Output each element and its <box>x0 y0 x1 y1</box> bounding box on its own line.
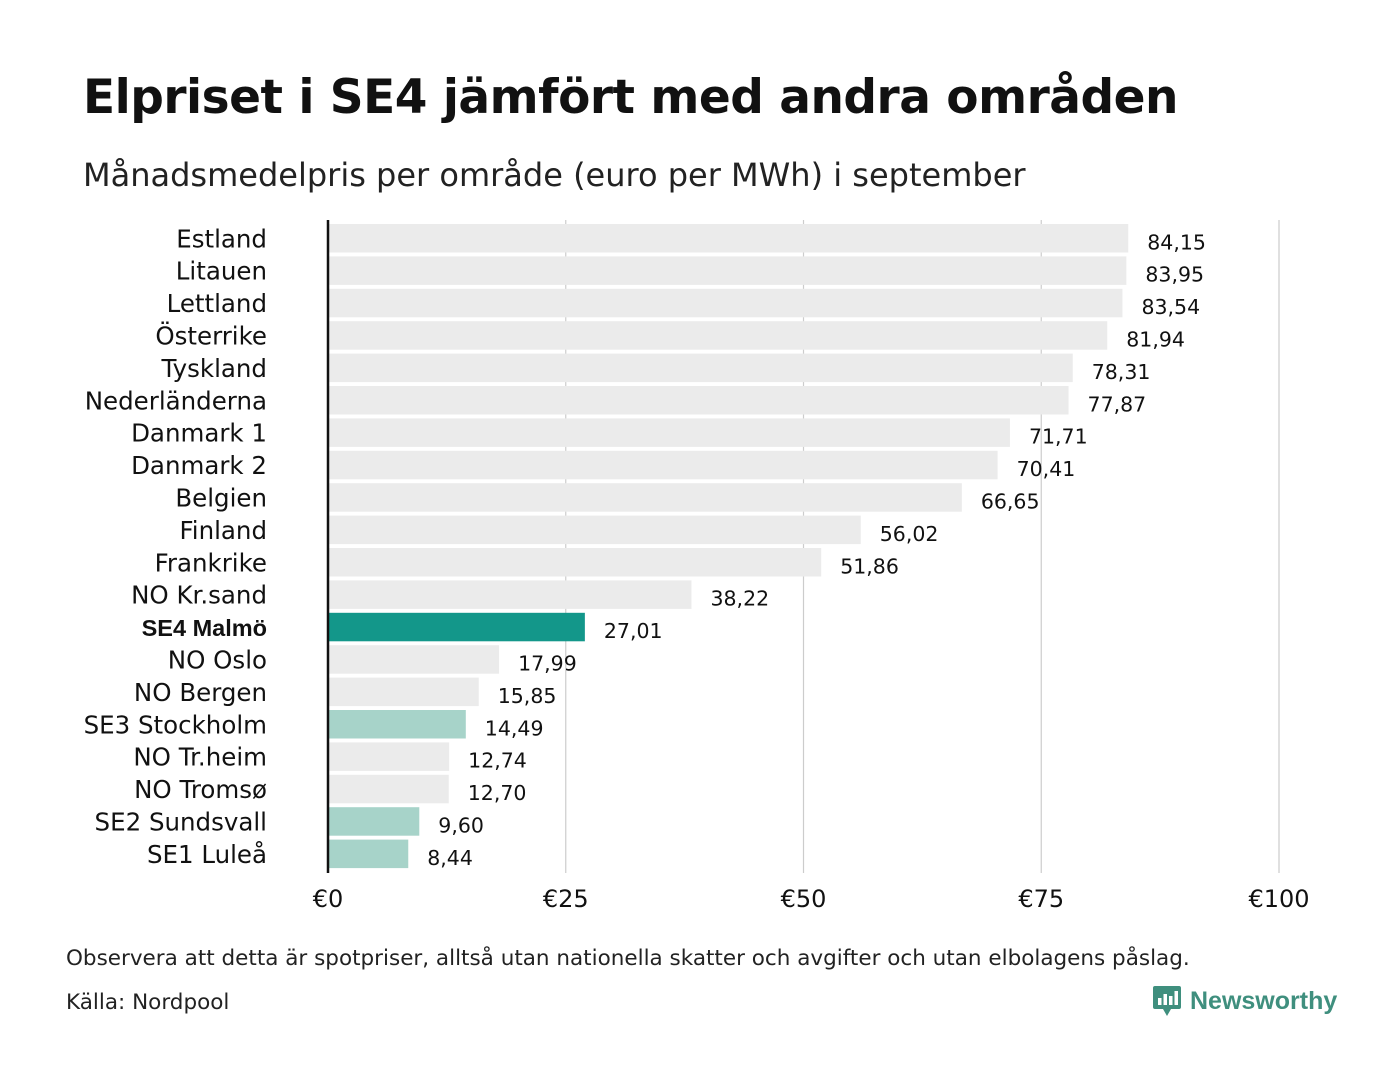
category-label: NO Oslo <box>168 645 267 674</box>
x-tick-label: €75 <box>1018 885 1064 913</box>
bar <box>328 483 962 512</box>
value-label: 70,41 <box>1017 457 1076 481</box>
category-label: SE4 Malmö <box>142 615 267 641</box>
category-label: Frankrike <box>155 548 267 577</box>
category-label: NO Tr.heim <box>133 743 267 772</box>
x-tick-label: €25 <box>543 885 589 913</box>
footnote: Observera att detta är spotpriser, allts… <box>66 946 1190 971</box>
value-label: 78,31 <box>1092 360 1151 384</box>
bar <box>328 256 1127 285</box>
x-tick-label: €50 <box>781 885 827 913</box>
bar <box>328 288 1123 318</box>
bar <box>328 224 1129 253</box>
bar <box>328 450 998 480</box>
bar-chart: Estland 84,15 Litauen 83,95 Lettland 83,54 Öst… <box>84 220 1310 913</box>
category-label: NO Kr.sand <box>131 581 267 610</box>
category-label: Danmark 1 <box>131 419 267 448</box>
x-tick-label: €100 <box>1248 885 1309 913</box>
value-label: 8,44 <box>427 846 473 870</box>
bar <box>328 645 500 674</box>
category-label: SE1 Luleå <box>147 840 267 869</box>
bar-chart-speech-bubble-icon <box>1153 986 1181 1016</box>
value-label: 9,60 <box>438 813 484 837</box>
x-tick-label: €0 <box>313 885 344 913</box>
category-label: Litauen <box>176 257 267 286</box>
bar <box>328 612 585 642</box>
bar <box>328 839 409 869</box>
category-label: NO Bergen <box>134 678 267 707</box>
category-label: Finland <box>179 516 267 545</box>
bar <box>328 353 1073 383</box>
value-label: 84,15 <box>1147 230 1206 254</box>
value-label: 77,87 <box>1088 392 1147 416</box>
value-label: 66,65 <box>981 489 1040 513</box>
bar <box>328 515 861 545</box>
brand-logo: Newsworthy <box>1152 984 1337 1018</box>
value-label: 56,02 <box>880 522 939 546</box>
bar <box>328 677 479 707</box>
bar <box>328 807 420 836</box>
value-label: 15,85 <box>498 684 557 708</box>
value-label: 71,71 <box>1029 425 1088 449</box>
category-label: Belgien <box>175 483 267 512</box>
category-label: Danmark 2 <box>131 451 267 480</box>
bar <box>328 386 1069 415</box>
bar <box>328 710 466 739</box>
category-label: Österrike <box>155 321 267 350</box>
value-label: 38,22 <box>710 587 769 611</box>
bar <box>328 742 450 771</box>
brand-name: Newsworthy <box>1190 986 1338 1015</box>
value-label: 51,86 <box>840 554 899 578</box>
value-label: 27,01 <box>604 619 663 643</box>
bar <box>328 321 1108 350</box>
category-label: NO Tromsø <box>134 775 267 804</box>
category-label: Nederländerna <box>85 386 267 415</box>
value-label: 17,99 <box>518 651 577 675</box>
value-label: 12,70 <box>468 781 527 805</box>
category-label: SE2 Sundsvall <box>95 807 267 836</box>
value-label: 83,95 <box>1145 263 1204 287</box>
value-label: 83,54 <box>1141 295 1200 319</box>
value-label: 12,74 <box>468 749 527 773</box>
chart-subtitle: Månadsmedelpris per område (euro per MWh… <box>83 156 1026 194</box>
category-label: Lettland <box>167 289 267 318</box>
category-label: Estland <box>176 224 267 253</box>
bar <box>328 774 449 804</box>
value-label: 81,94 <box>1126 327 1185 351</box>
bar <box>328 580 692 609</box>
source-credit: Källa: Nordpool <box>66 990 230 1015</box>
bar <box>328 418 1010 447</box>
value-label: 14,49 <box>485 716 544 740</box>
category-label: Tyskland <box>160 354 267 383</box>
category-label: SE3 Stockholm <box>84 710 267 739</box>
bar <box>328 548 822 577</box>
chart-title: Elpriset i SE4 jämfört med andra områden <box>83 70 1178 125</box>
